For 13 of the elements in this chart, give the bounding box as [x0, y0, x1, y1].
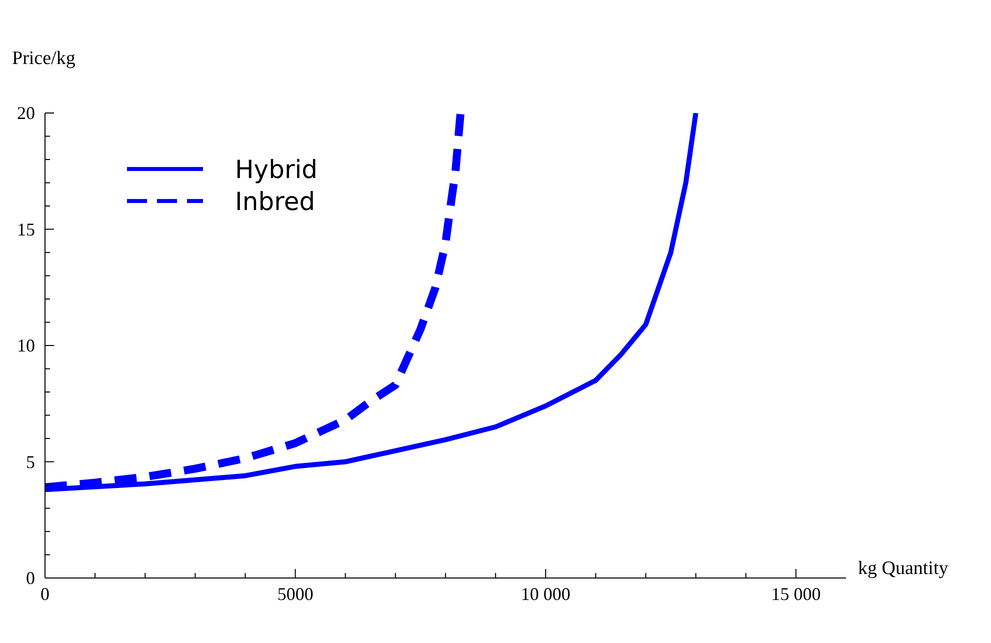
x-tick-label: 10 000: [520, 584, 570, 604]
x-tick-label: 15 000: [771, 584, 821, 604]
legend-label: Hybrid: [235, 154, 318, 184]
y-tick-label: 15: [17, 219, 35, 240]
y-tick-label: 20: [17, 103, 35, 123]
x-tick-label: 0: [40, 584, 50, 604]
y-tick-label: 5: [26, 452, 35, 472]
x-tick-label: 5000: [277, 584, 314, 604]
y-tick-label: 0: [26, 568, 35, 588]
y-axis-title: Price/kg: [12, 48, 76, 70]
y-tick-label: 10: [17, 336, 35, 356]
legend-label: Inbred: [235, 186, 316, 216]
x-axis-title: kg Quantity: [858, 558, 948, 580]
